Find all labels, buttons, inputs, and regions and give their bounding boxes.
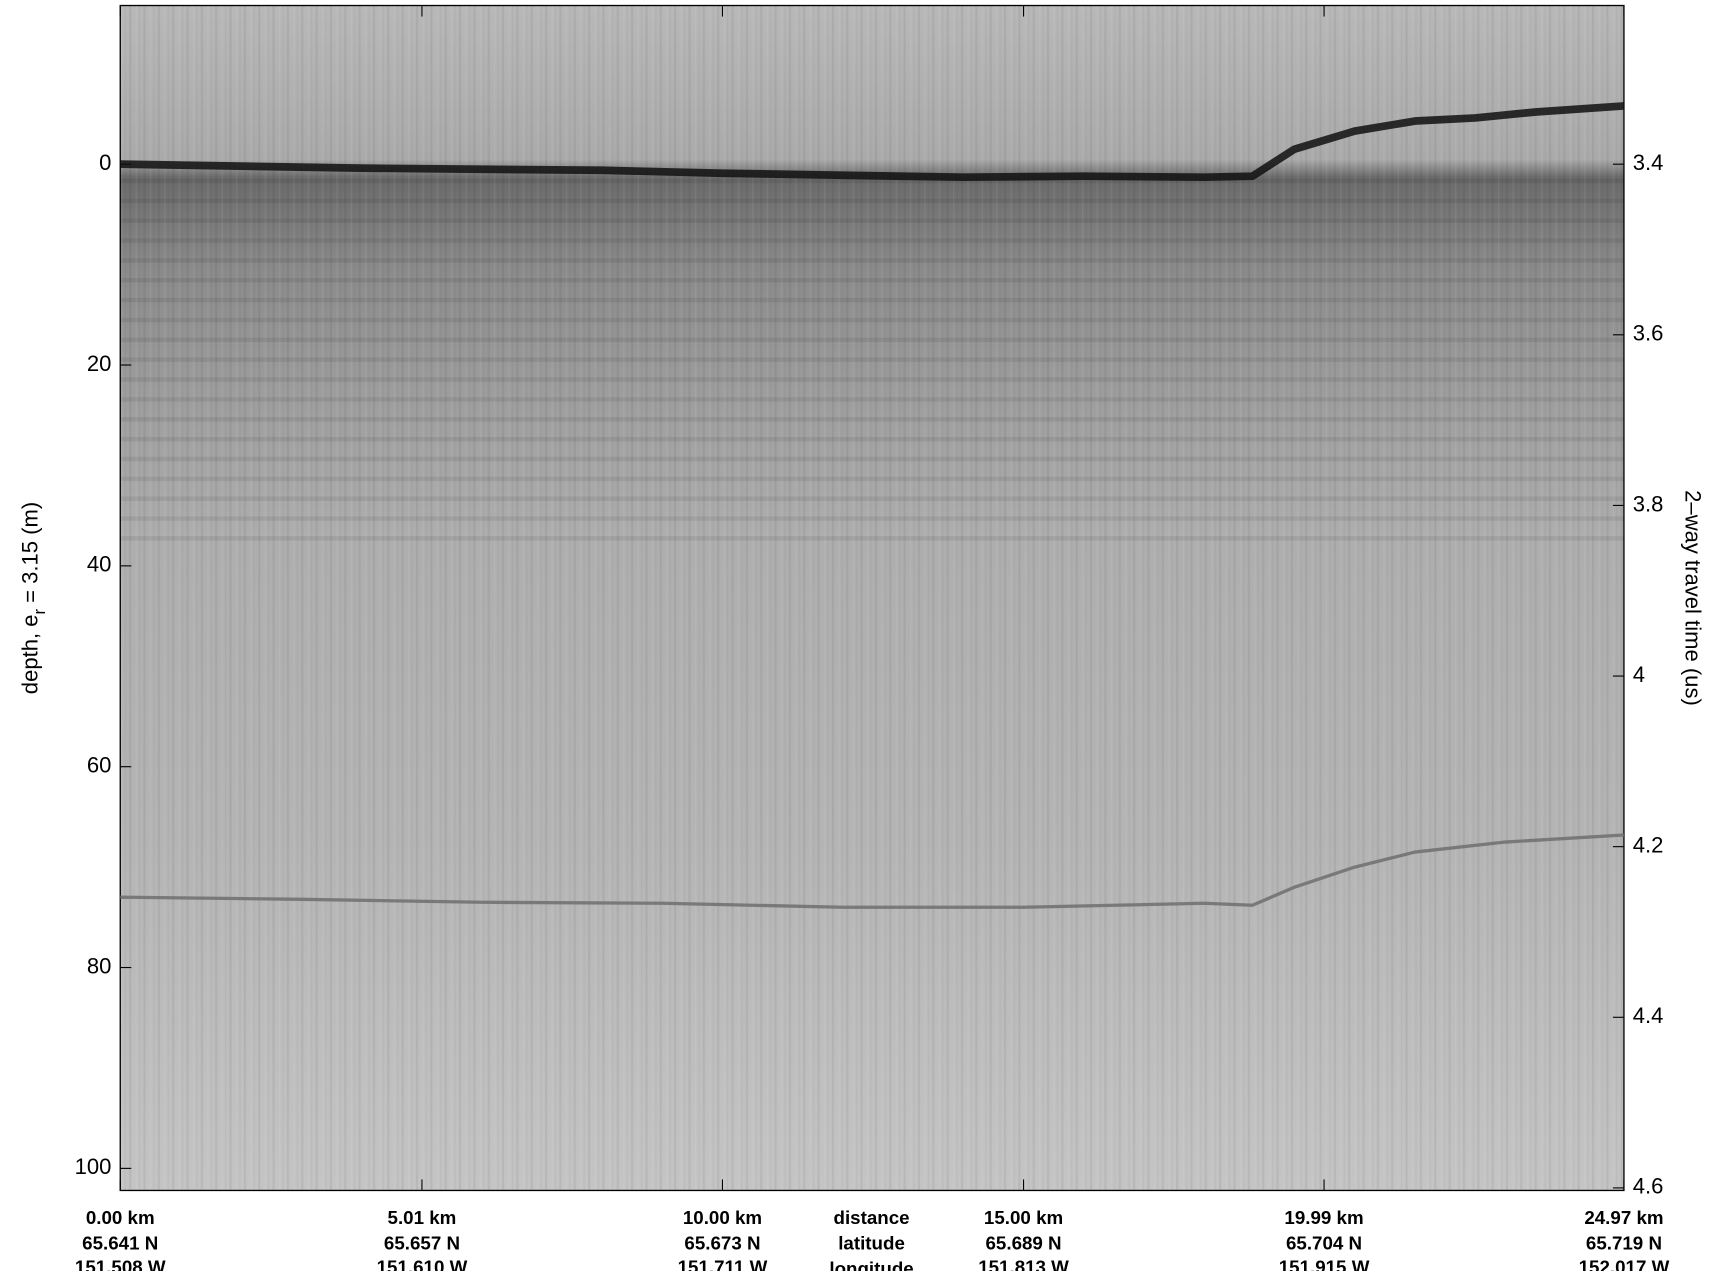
x-tick-label: 15.00 km [984,1207,1063,1228]
y2-tick-label: 4.2 [1633,832,1664,857]
y2-axis-label: 2–way travel time (us) [1681,490,1706,706]
row-label: distance [834,1207,910,1228]
longitude-label: 151.711 W [678,1257,768,1271]
longitude-label: 151.813 W [978,1257,1069,1271]
y-tick-label: 40 [87,552,112,577]
x-tick-label: 19.99 km [1284,1207,1363,1228]
latitude-label: 65.689 N [986,1232,1062,1253]
y-tick-label: 60 [87,753,112,778]
longitude-label: 151.508 W [75,1257,166,1271]
reflector-line [120,102,1625,182]
reflector-line [120,833,1625,909]
x-tick-label: 0.00 km [86,1207,155,1228]
y2-tick-label: 3.6 [1633,321,1664,346]
y-tick-label: 80 [87,953,112,978]
y2-tick-label: 3.4 [1633,150,1664,175]
longitude-label: 152.017 W [1579,1257,1670,1271]
y-tick-label: 20 [87,351,112,376]
latitude-label: 65.673 N [684,1232,760,1253]
latitude-label: 65.657 N [384,1232,460,1253]
y-axis-label: depth, er = 3.15 (m) [18,502,50,694]
y2-tick-label: 4.6 [1633,1174,1664,1199]
y2-tick-label: 4.4 [1633,1003,1664,1028]
latitude-label: 65.719 N [1586,1232,1662,1253]
longitude-label: 151.610 W [377,1257,468,1271]
x-tick-label: 5.01 km [388,1207,457,1228]
plot-frame [119,4,1625,1192]
row-label: longitude [829,1258,913,1271]
x-tick-label: 10.00 km [683,1207,762,1228]
longitude-label: 151.915 W [1279,1257,1370,1271]
y-tick-label: 0 [99,150,111,175]
y2-tick-label: 3.8 [1633,491,1664,516]
row-label: latitude [838,1232,905,1253]
x-tick-label: 24.97 km [1584,1207,1663,1228]
y-tick-label: 100 [75,1154,112,1179]
y2-tick-label: 4 [1633,662,1645,687]
latitude-label: 65.704 N [1286,1232,1362,1253]
radargram-image [120,5,1624,1191]
latitude-label: 65.641 N [82,1232,158,1253]
